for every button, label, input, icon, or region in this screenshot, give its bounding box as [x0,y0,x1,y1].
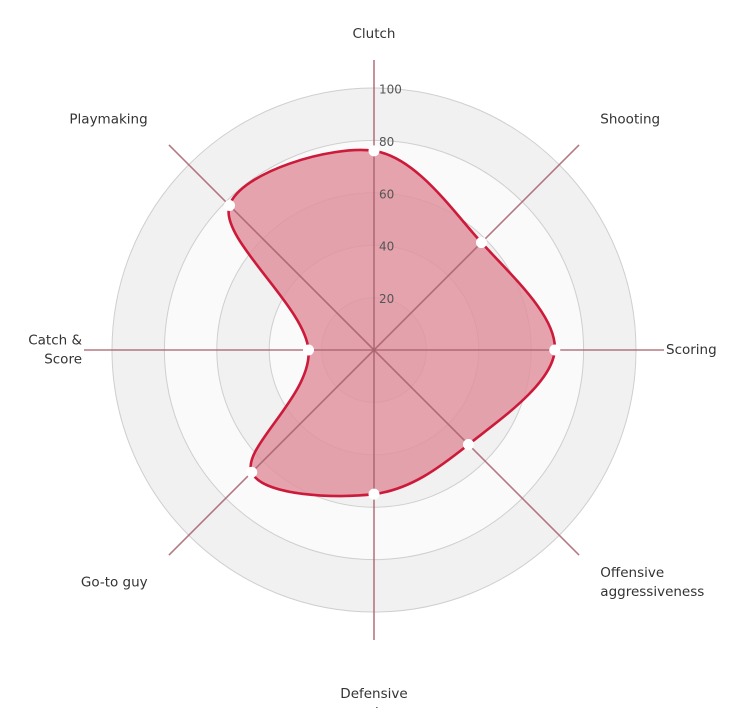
data-point [549,344,561,356]
spoke-line [373,349,580,556]
series-area [228,150,555,497]
tick-label: 60 [379,187,394,201]
series-markers [224,145,561,500]
axis-label: Clutch [352,26,395,42]
axis-label: Playmaking [69,112,147,128]
data-point [462,438,474,450]
axis-label: Scoring [666,342,717,358]
data-point [303,344,314,356]
axis-label: Offensive aggressiveness [600,565,704,600]
spoke-line [373,144,580,351]
data-point [246,466,258,478]
axis-label: Defensiveaggressiveness [322,686,426,708]
tick-label: 40 [379,240,394,254]
series-outline [227,148,557,498]
axis-label: Go-to guy [81,574,148,590]
tick-label: 100 [379,83,402,97]
data-point [368,488,380,500]
tick-label: 20 [379,292,394,306]
radial-tick-labels: 20 40 60 80 100 [379,83,402,307]
tick-label: 80 [379,135,394,149]
axis-label: Catch & Score [28,333,82,368]
data-point [368,145,380,157]
spoke-line [168,144,375,351]
radar-spokes [84,60,664,640]
axis-label: Shooting [600,112,660,128]
spoke-line [168,349,375,556]
data-point [224,200,235,211]
data-point [475,237,487,249]
axis-labels: Clutch Shooting Scoring Offensive aggressive… [28,26,716,708]
